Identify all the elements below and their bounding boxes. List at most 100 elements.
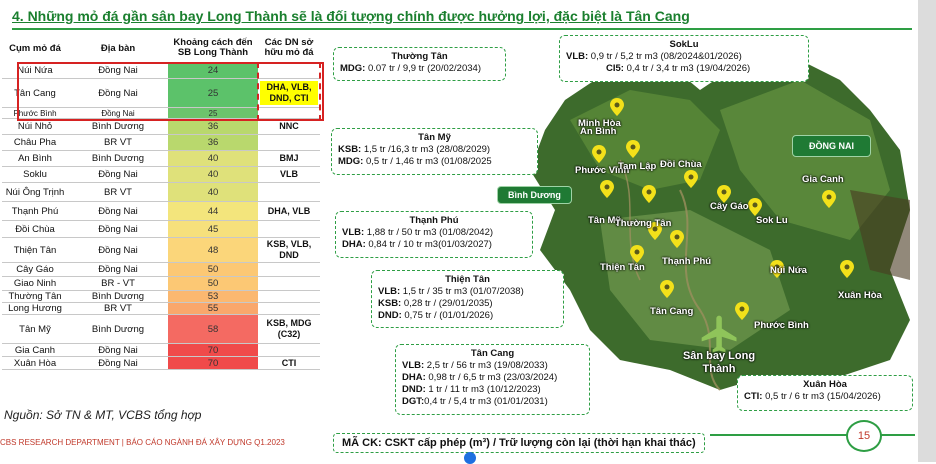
legend-note: MÃ CK: CSKT cấp phép (m³) / Trữ lượng cò… — [333, 433, 705, 453]
owners-text: CTI — [281, 357, 297, 368]
table-row: Tân Mỹ Bình Dương 58 KSB, MDG (C32) — [2, 315, 320, 344]
highlight-box — [17, 62, 324, 121]
cell-distance: 24 — [168, 62, 258, 78]
callout-title: SokLu — [669, 39, 699, 50]
callout-title: Thạnh Phú — [409, 215, 459, 226]
place-label: Cây Gáo — [710, 201, 749, 212]
location-pin-icon — [610, 98, 624, 116]
cell-area: BR - VT — [101, 278, 135, 289]
cell-distance: 40 — [168, 183, 258, 201]
cell-cluster: Xuân Hòa — [13, 357, 57, 369]
title-rule — [12, 28, 912, 30]
cell-cluster: Giao Ninh — [13, 278, 57, 289]
table-row: Thường Tân Bình Dương 53 — [2, 291, 320, 303]
callout-line: VLB: 1,88 tr / 50 tr m3 (01/08/2042) — [342, 227, 494, 238]
cell-area: Đồng Nai — [98, 64, 138, 76]
window-edge — [918, 0, 936, 462]
table-row: Giao Ninh BR - VT 50 — [2, 277, 320, 291]
callout-thanh-phu: Thạnh Phú VLB: 1,88 tr / 50 tr m3 (01/08… — [335, 211, 533, 258]
cell-distance: 25 — [168, 108, 258, 118]
highlight-owner-box — [257, 62, 321, 121]
location-pin-icon — [600, 180, 614, 198]
location-pin-icon — [630, 245, 644, 263]
callout-title: Thiện Tân — [445, 274, 490, 285]
cursor-dot — [464, 452, 476, 464]
cell-cluster: Núi Ông Trịnh — [5, 186, 65, 198]
location-pin-icon — [770, 260, 784, 278]
cell-owners: NNC — [260, 119, 318, 134]
place-label: An Bình — [580, 126, 617, 137]
cell-cluster: Tân Cang — [14, 87, 56, 99]
callout-line: DND: 1 tr / 11 tr m3 (10/12/2023) — [402, 384, 541, 395]
cell-cluster: Đồi Chùa — [15, 223, 55, 235]
cell-area: Đồng Nai — [98, 357, 138, 369]
location-pin-icon — [670, 230, 684, 248]
cell-area: Đồng Nai — [98, 223, 138, 235]
callout-line: KSB: 1,5 tr /16,3 tr m3 (28/08/2029) — [338, 144, 491, 155]
cell-owners — [260, 263, 318, 276]
table-row: An Bình Bình Dương 40 BMJ — [2, 151, 320, 167]
cell-owners: KSB, MDG (C32) — [260, 315, 318, 343]
cell-owners: CTI — [260, 357, 318, 369]
callout-soklu: SokLu VLB: 0,9 tr / 5,2 tr m3 (08/2024&0… — [559, 35, 809, 82]
cell-distance: 36 — [168, 135, 258, 150]
cell-area: Đồng Nai — [98, 244, 138, 256]
cell-cluster: Thạnh Phú — [11, 205, 59, 217]
cell-cluster: Cây Gáo — [16, 264, 54, 275]
owners-text: KSB, VLB, DND — [266, 239, 312, 260]
cell-distance: 48 — [168, 238, 258, 262]
cell-distance: 40 — [168, 167, 258, 182]
location-pin-icon — [717, 185, 731, 203]
quarry-table: Cụm mỏ đá Địa bàn Khoảng cách đến SB Lon… — [2, 38, 320, 370]
airport-label: Sân bay Long Thành — [682, 350, 756, 375]
cell-owners — [260, 135, 318, 150]
callout-line: DHA: 0,84 tr / 10 tr m3(01/03/2027) — [342, 239, 492, 250]
place-label: Gia Canh — [802, 174, 844, 185]
callout-line: KSB: 0,28 tr / (29/01/2035) — [378, 298, 493, 309]
cell-owners — [260, 221, 318, 237]
cell-distance: 40 — [168, 151, 258, 166]
footer-rule — [710, 434, 915, 436]
owners-text: NNC — [279, 121, 299, 131]
owners-text: VLB — [280, 169, 298, 179]
callout-tan-cang: Tân Cang VLB: 2,5 tr / 56 tr m3 (19/08/2… — [395, 344, 590, 415]
cell-distance: 70 — [168, 357, 258, 369]
cell-area: Đồng Nai — [98, 264, 138, 275]
header-cluster: Cụm mỏ đá — [9, 43, 61, 54]
cell-area: Đồng Nai — [98, 87, 138, 99]
cell-area: Đồng Nai — [98, 344, 138, 356]
owners-text: DHA, VLB — [267, 205, 311, 216]
callout-line: CI5: 0,4 tr / 3,4 tr m3 (19/04/2026) — [606, 63, 751, 74]
cell-cluster: Phước Bình — [13, 108, 57, 118]
place-label: Thường Tân — [615, 218, 672, 229]
cell-cluster: Tân Mỹ — [19, 323, 51, 335]
cell-area: Bình Dương — [91, 153, 145, 164]
cell-distance: 25 — [168, 79, 258, 107]
place-label: Thiện Tân — [600, 262, 645, 273]
table-header: Cụm mỏ đá Địa bàn Khoảng cách đến SB Lon… — [2, 38, 320, 62]
cell-distance: 45 — [168, 221, 258, 237]
place-label: Tân Cang — [650, 306, 694, 317]
callout-thien-tan: Thiện Tân VLB: 1,5 tr / 35 tr m3 (01/07/… — [371, 270, 564, 328]
place-label: Sok Lu — [756, 215, 788, 226]
cell-owners — [260, 291, 318, 302]
cell-distance: 55 — [168, 303, 258, 314]
place-label: Minh Hòa — [578, 118, 621, 129]
table-row: Núi Nhỏ Bình Dương 36 NNC — [2, 119, 320, 135]
table-row: Long Hương BR VT 55 — [2, 303, 320, 315]
location-pin-icon — [748, 198, 762, 216]
place-label: Tân Mỹ — [588, 215, 621, 226]
table-row: Núi Nứa Đồng Nai 24 — [2, 62, 320, 79]
callout-title: Tân Cang — [470, 348, 515, 359]
page-title: 4. Những mỏ đá gần sân bay Long Thành sẽ… — [12, 8, 690, 24]
cell-cluster: Núi Nứa — [17, 64, 53, 76]
legend-text: MÃ CK: CSKT cấp phép (m³) / Trữ lượng cò… — [342, 437, 696, 449]
page-number: 15 — [846, 420, 882, 452]
location-pin-icon — [626, 140, 640, 158]
table-row: Đồi Chùa Đồng Nai 45 — [2, 221, 320, 238]
region-dong-nai: ĐỒNG NAI — [792, 135, 871, 157]
cell-owners — [260, 277, 318, 290]
region-binh-duong: Bình Dương — [497, 186, 572, 204]
cell-distance: 50 — [168, 277, 258, 290]
callout-title: Tân Mỹ — [418, 132, 451, 143]
